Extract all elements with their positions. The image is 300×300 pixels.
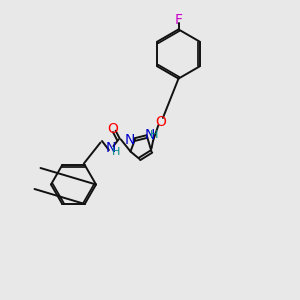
Text: N: N	[106, 142, 116, 155]
Text: O: O	[155, 115, 166, 128]
Text: O: O	[107, 122, 118, 136]
Text: F: F	[175, 13, 182, 27]
Text: N: N	[144, 128, 154, 142]
Text: N: N	[124, 133, 135, 146]
Text: H: H	[150, 130, 159, 140]
Text: H: H	[112, 147, 121, 157]
